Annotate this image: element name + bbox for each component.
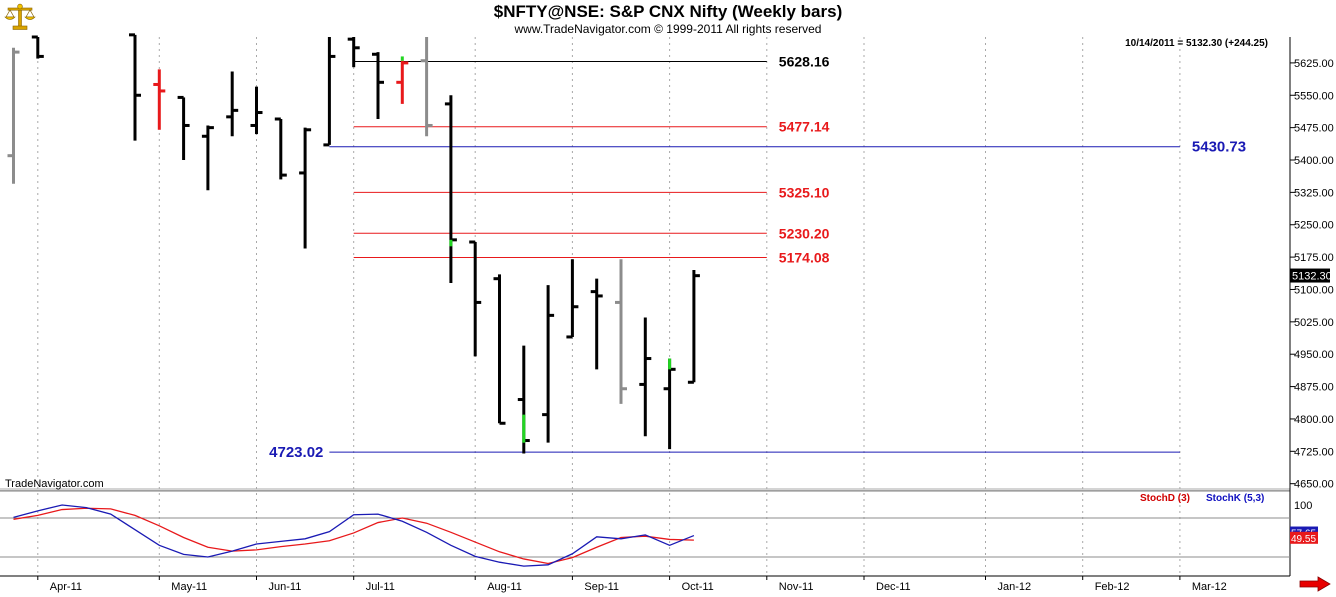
level-label-5325.10: 5325.10 [779, 184, 830, 200]
plot-background [0, 37, 1336, 594]
x-tick-label: Mar-12 [1192, 581, 1227, 593]
date-axis[interactable]: Apr-11 May-11 Jun-11 Jul-11 Aug-11 Sep-11 Oct-… [37, 576, 1227, 593]
scale-of-justice-icon[interactable] [4, 3, 36, 31]
ohlc-bar [299, 127, 312, 249]
chart-title: $NFTY@NSE: S&P CNX Nifty (Weekly bars) [493, 2, 843, 21]
y-tick-label: 5400.00 [1294, 155, 1334, 167]
x-tick-label: May-11 [171, 581, 207, 593]
ohlc-bar [542, 285, 555, 443]
price-axis[interactable]: 5625.00 5550.00 5475.00 5400.00 5325.00 5250.… [1290, 58, 1334, 491]
y-tick-label: 5100.00 [1294, 284, 1334, 296]
y-tick-label: 5550.00 [1294, 90, 1334, 102]
stoch-line-49.55 [13, 507, 694, 565]
date-value-readout: 10/14/2011 = 5132.30 (+244.25) [1125, 38, 1268, 49]
level-label-5477.14: 5477.14 [779, 119, 830, 135]
ohlc-bar [590, 278, 603, 370]
chart-header: $NFTY@NSE: S&P CNX Nifty (Weekly bars) w… [0, 0, 1336, 37]
ohlc-bar [687, 270, 700, 384]
ohlc-bar [274, 117, 287, 180]
level-label-4723.02: 4723.02 [269, 444, 323, 461]
y-tick-label: 4725.00 [1294, 446, 1334, 458]
ohlc-bar [420, 37, 433, 137]
ohlc-bar [323, 37, 336, 147]
ohlc-bar [201, 125, 214, 191]
stoch-y-tick-label: 100 [1294, 500, 1312, 512]
ohlc-bar [226, 71, 239, 137]
y-tick-label: 5475.00 [1294, 123, 1334, 135]
y-tick-label: 4875.00 [1294, 382, 1334, 394]
ohlc-bar [347, 37, 360, 68]
ohlc-bar [469, 240, 482, 357]
ohlc-bar [493, 274, 506, 425]
level-label-5430.73: 5430.73 [1192, 139, 1246, 156]
x-tick-label: Aug-11 [487, 581, 522, 593]
ohlc-bar [7, 47, 20, 184]
x-tick-label: Dec-11 [876, 581, 911, 593]
last-price-label: 5132.30 [1292, 271, 1332, 283]
stoch-value-label: 49.55 [1291, 534, 1316, 545]
y-tick-label: 4800.00 [1294, 414, 1334, 426]
x-tick-label: Sep-11 [584, 581, 619, 593]
ohlc-bar [129, 33, 141, 141]
ohlc-bar [31, 35, 44, 59]
ohlc-bar [639, 317, 652, 437]
pane-divider[interactable] [0, 488, 1290, 491]
ohlc-bar [177, 95, 190, 160]
level-label-5174.08: 5174.08 [779, 250, 830, 266]
y-tick-label: 4650.00 [1294, 479, 1334, 491]
stochd-legend[interactable]: StochD (3) [1140, 493, 1190, 504]
x-tick-label: Feb-12 [1095, 581, 1130, 593]
x-tick-label: Oct-11 [682, 581, 714, 593]
watermark-label: TradeNavigator.com [5, 478, 104, 490]
ohlc-bar [566, 259, 579, 339]
ohlc-bar [153, 69, 166, 130]
horizontal-levels[interactable]: 5628.16 5477.14 5430.73 5325.10 5230.20 5174.… [269, 54, 1246, 462]
x-tick-label: Nov-11 [779, 581, 814, 593]
level-label-5628.16: 5628.16 [779, 54, 830, 70]
scroll-right-arrow-icon[interactable] [1298, 576, 1332, 592]
y-tick-label: 5325.00 [1294, 187, 1334, 199]
y-tick-label: 5250.00 [1294, 220, 1334, 232]
ohlc-bars [7, 33, 700, 454]
ohlc-bar [396, 60, 409, 104]
copyright-subtitle: www.TradeNavigator.com © 1999-2011 All r… [514, 22, 822, 36]
stoch-value-box [1290, 531, 1318, 544]
y-tick-label: 5175.00 [1294, 252, 1334, 264]
stoch-line-57.65 [13, 504, 695, 567]
x-tick-label: Apr-11 [50, 581, 82, 593]
y-tick-label: 5625.00 [1294, 58, 1334, 70]
y-tick-label: 5025.00 [1294, 317, 1334, 329]
ohlc-bar [372, 52, 384, 119]
x-tick-label: Jun-11 [269, 581, 302, 593]
last-price-box [1290, 268, 1330, 283]
x-tick-label: Jan-12 [998, 581, 1032, 593]
level-label-5230.20: 5230.20 [779, 225, 830, 241]
x-tick-label: Jul-11 [366, 581, 395, 593]
ohlc-bar [250, 86, 263, 135]
stochastic-pane: 10057.6549.55 [0, 500, 1318, 567]
stochk-legend[interactable]: StochK (5,3) [1206, 493, 1264, 504]
ohlc-bar [615, 259, 627, 404]
y-tick-label: 4950.00 [1294, 349, 1334, 361]
